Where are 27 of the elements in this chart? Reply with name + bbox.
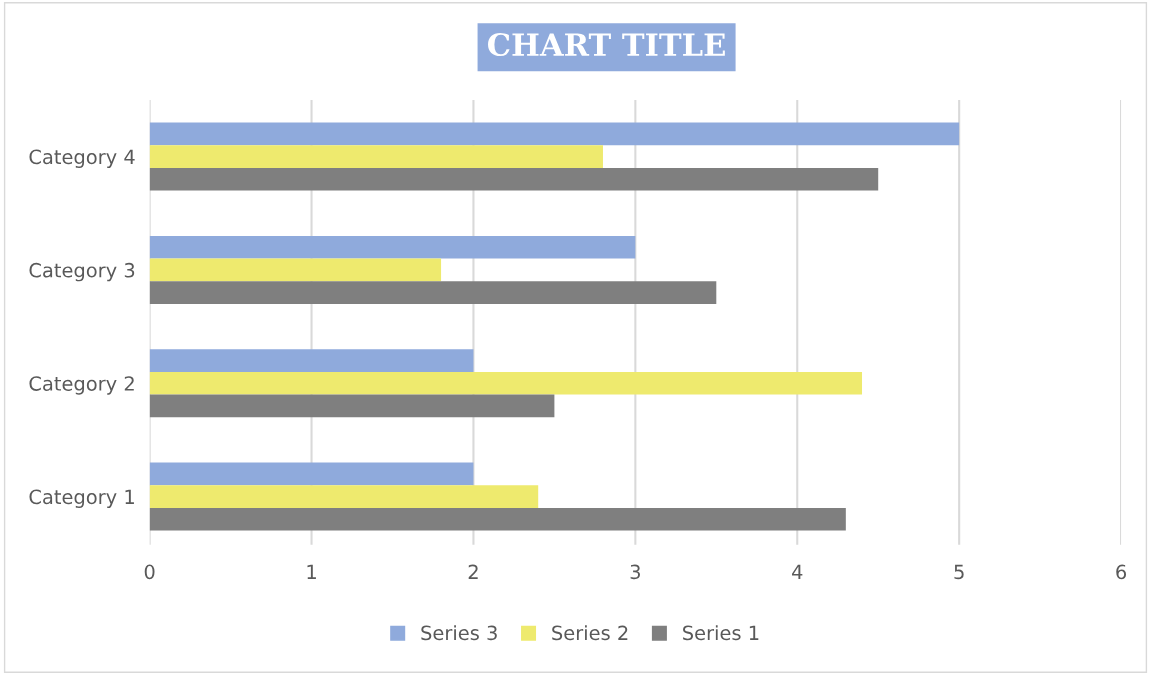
x-tick-label: 5	[954, 564, 964, 580]
y-tick-label: Category 3	[29, 262, 135, 282]
bar	[149, 507, 846, 531]
bar	[149, 485, 539, 508]
bar	[149, 167, 879, 191]
legend-label: Series 2	[552, 625, 628, 641]
bar	[149, 235, 636, 259]
bar	[149, 258, 442, 282]
x-tick-label: 3	[630, 564, 640, 580]
chart-title: CHART TITLE	[488, 33, 725, 57]
x-tick-label: 6	[1116, 564, 1127, 580]
bar	[149, 122, 960, 146]
x-tick-label: 0	[144, 564, 155, 580]
y-tick-label: Category 2	[29, 376, 134, 395]
y-tick-label: Category 4	[29, 149, 135, 168]
x-tick-label: 4	[792, 564, 803, 579]
x-tick-label: 2	[468, 564, 478, 579]
legend-label: Series 3	[421, 625, 497, 641]
bar	[149, 349, 474, 372]
y-tick-label: Category 1	[29, 489, 134, 508]
bar	[149, 281, 717, 304]
x-tick-label: 1	[307, 564, 316, 579]
bar	[149, 371, 863, 395]
bar	[149, 145, 603, 168]
bar	[149, 394, 555, 418]
legend-label: Series 1	[683, 625, 759, 641]
bar	[149, 462, 474, 486]
